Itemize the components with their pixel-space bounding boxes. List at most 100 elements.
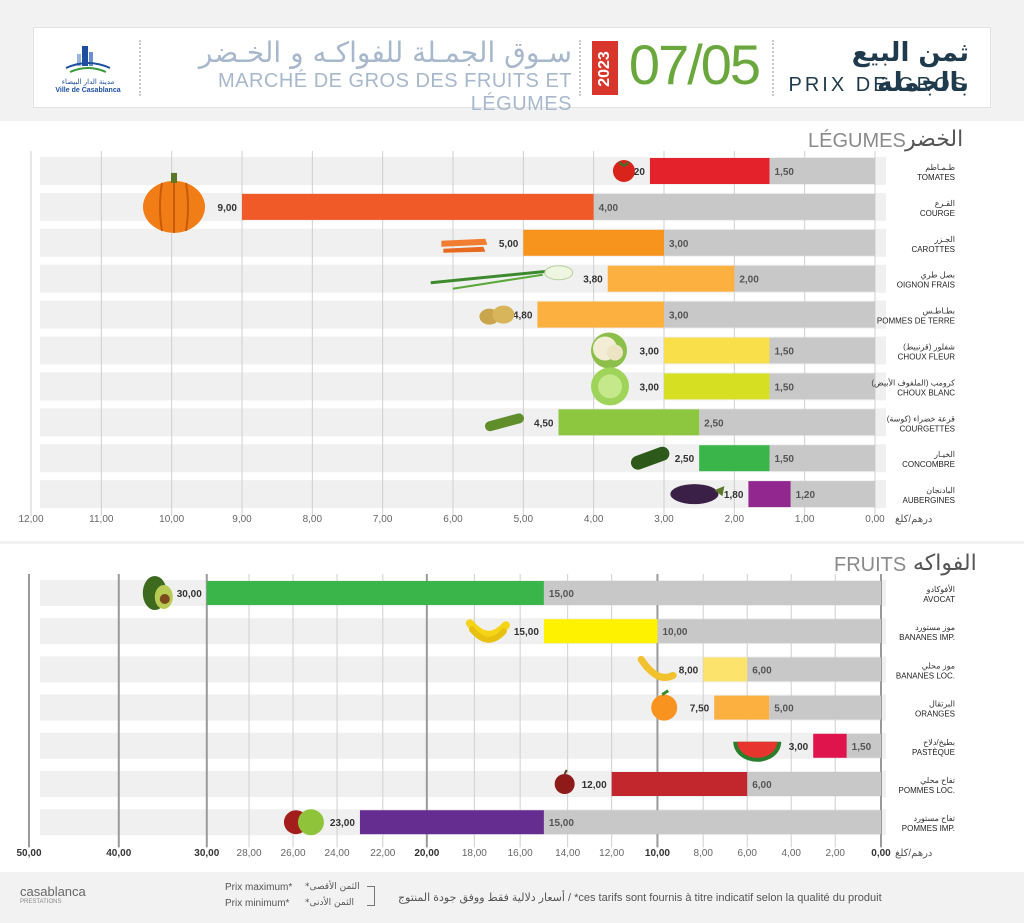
- x-tick-label: 10,00: [159, 514, 184, 525]
- header-divider: [579, 40, 581, 96]
- header-banner: مدينة الدار البيضاء Ville de Casablanca …: [33, 27, 991, 115]
- price-range-bar: [359, 810, 544, 835]
- city-emblem-icon: [65, 46, 111, 73]
- x-tick-label: 11,00: [89, 514, 114, 525]
- min-price-label: 1,50: [775, 347, 795, 358]
- row-label-background: [886, 408, 1014, 437]
- row-background: [40, 480, 886, 509]
- item-name-ar: بطـاطـس: [923, 307, 955, 316]
- min-price-label: 6,00: [752, 780, 772, 791]
- item-name-ar: تفاح مستورد: [914, 814, 956, 823]
- x-tick-label: 9,00: [232, 514, 252, 525]
- max-price-label: 9,00: [218, 203, 238, 214]
- min-price-label: 1,20: [796, 490, 816, 501]
- min-price-label: 1,50: [775, 382, 795, 393]
- footer-brand-logo: casablanca PRESTATIONS: [20, 884, 86, 905]
- item-name-fr: COURGETTES: [899, 424, 955, 433]
- legend-min-fr: Prix minimum*: [225, 898, 290, 909]
- min-price-bar: [543, 581, 881, 605]
- x-tick-label: 2,00: [725, 514, 745, 525]
- price-range-bar: [703, 657, 748, 682]
- legend-max-fr: Prix maximum*: [225, 882, 293, 893]
- row-label-background: [886, 732, 1014, 759]
- min-price-bar: [747, 657, 881, 682]
- vegetables-title-ar: الخضر: [905, 127, 964, 152]
- cucumber-icon: [630, 446, 670, 470]
- min-price-bar: [790, 481, 875, 508]
- header-divider: [139, 40, 141, 96]
- max-price-label: 15,00: [514, 627, 539, 638]
- item-name-ar: الجـزر: [934, 235, 955, 244]
- row-label-background: [886, 771, 1014, 797]
- min-price-bar: [593, 193, 875, 220]
- min-price-label: 15,00: [549, 589, 574, 600]
- x-tick-label: 12,00: [599, 848, 624, 859]
- x-tick-label: 8,00: [693, 848, 713, 859]
- row-label-background: [886, 444, 1014, 473]
- legend-max-ar: *الثمن الأقصى: [305, 882, 360, 892]
- min-price-bar: [664, 301, 875, 328]
- item-name-fr: COURGE: [920, 209, 955, 218]
- price-title-fr: PRIX DE GROS: [788, 74, 969, 96]
- max-price-label: 3,00: [640, 382, 660, 393]
- fruits-section: FRUITS الفواكه 15,00 30,00 الأفوكادو AVOCAT…: [0, 544, 1024, 872]
- min-price-bar: [769, 337, 875, 364]
- row-label-background: [886, 228, 1014, 257]
- orange-icon: [651, 689, 678, 721]
- x-tick-label: 0,00: [871, 848, 891, 859]
- item-name-fr: AUBERGINES: [903, 496, 955, 505]
- apple-icon: [554, 769, 575, 794]
- min-price-label: 10,00: [662, 627, 687, 638]
- x-tick-label: 20,00: [414, 848, 439, 859]
- max-price-label: 4,50: [534, 418, 554, 429]
- row-label-background: [886, 372, 1014, 401]
- city-logo: مدينة الدار البيضاء Ville de Casablanca: [52, 42, 124, 98]
- price-range-bar: [206, 581, 544, 605]
- row-label-background: [886, 656, 1014, 683]
- min-price-label: 5,00: [774, 704, 794, 715]
- x-tick-label: 14,00: [555, 848, 580, 859]
- onion-icon: [430, 265, 574, 290]
- carrot-icon: [441, 238, 488, 253]
- zucchini-icon: [485, 413, 524, 432]
- watermelon-icon: [733, 741, 782, 762]
- price-title-ar: ثمن البيع بالجملة: [851, 38, 969, 98]
- price-range-bar: [242, 193, 594, 220]
- row-label-background: [886, 264, 1014, 293]
- city-name-fr: Ville de Casablanca: [55, 87, 121, 94]
- x-tick-label: 28,00: [237, 848, 262, 859]
- price-range-bar: [664, 337, 770, 364]
- x-tick-label: 5,00: [514, 514, 534, 525]
- market-title-ar: سـوق الجمـلة للفواكـه و الخـضر: [198, 36, 572, 69]
- max-price-label: 3,80: [583, 275, 603, 286]
- year-badge: 2023: [592, 41, 618, 95]
- min-price-label: 1,50: [775, 454, 795, 465]
- min-price-label: 1,50: [775, 167, 795, 178]
- avocado-icon: [142, 576, 173, 610]
- item-name-fr: CHOUX BLANC: [897, 388, 955, 397]
- max-price-label: 30,00: [177, 589, 202, 600]
- x-tick-label: 3,00: [654, 514, 674, 525]
- x-tick-label: 18,00: [462, 848, 487, 859]
- row-label-background: [886, 618, 1014, 645]
- item-name-ar: القـرع: [935, 199, 955, 208]
- max-price-label: 3,00: [640, 347, 660, 358]
- legend-min-ar: *الثمن الأدنى: [305, 898, 355, 908]
- min-price-label: 2,50: [704, 418, 724, 429]
- x-tick-label: 7,00: [373, 514, 393, 525]
- max-price-label: 3,00: [789, 742, 809, 753]
- min-price-bar: [769, 695, 881, 720]
- banana-icon: [465, 619, 510, 643]
- fruits-title-fr: FRUITS: [834, 554, 907, 576]
- x-tick-label: 8,00: [303, 514, 323, 525]
- min-price-label: 1,50: [852, 742, 872, 753]
- price-range-bar: [748, 481, 791, 508]
- cauliflower-icon: [591, 332, 627, 369]
- price-range-bar: [813, 733, 847, 758]
- item-name-fr: POMMES DE TERRE: [877, 317, 955, 326]
- item-name-fr: POMMES LOC.: [899, 786, 955, 795]
- item-name-ar: بطيخ/دلاح: [923, 738, 955, 747]
- min-price-bar: [769, 373, 875, 400]
- price-range-bar: [699, 445, 770, 472]
